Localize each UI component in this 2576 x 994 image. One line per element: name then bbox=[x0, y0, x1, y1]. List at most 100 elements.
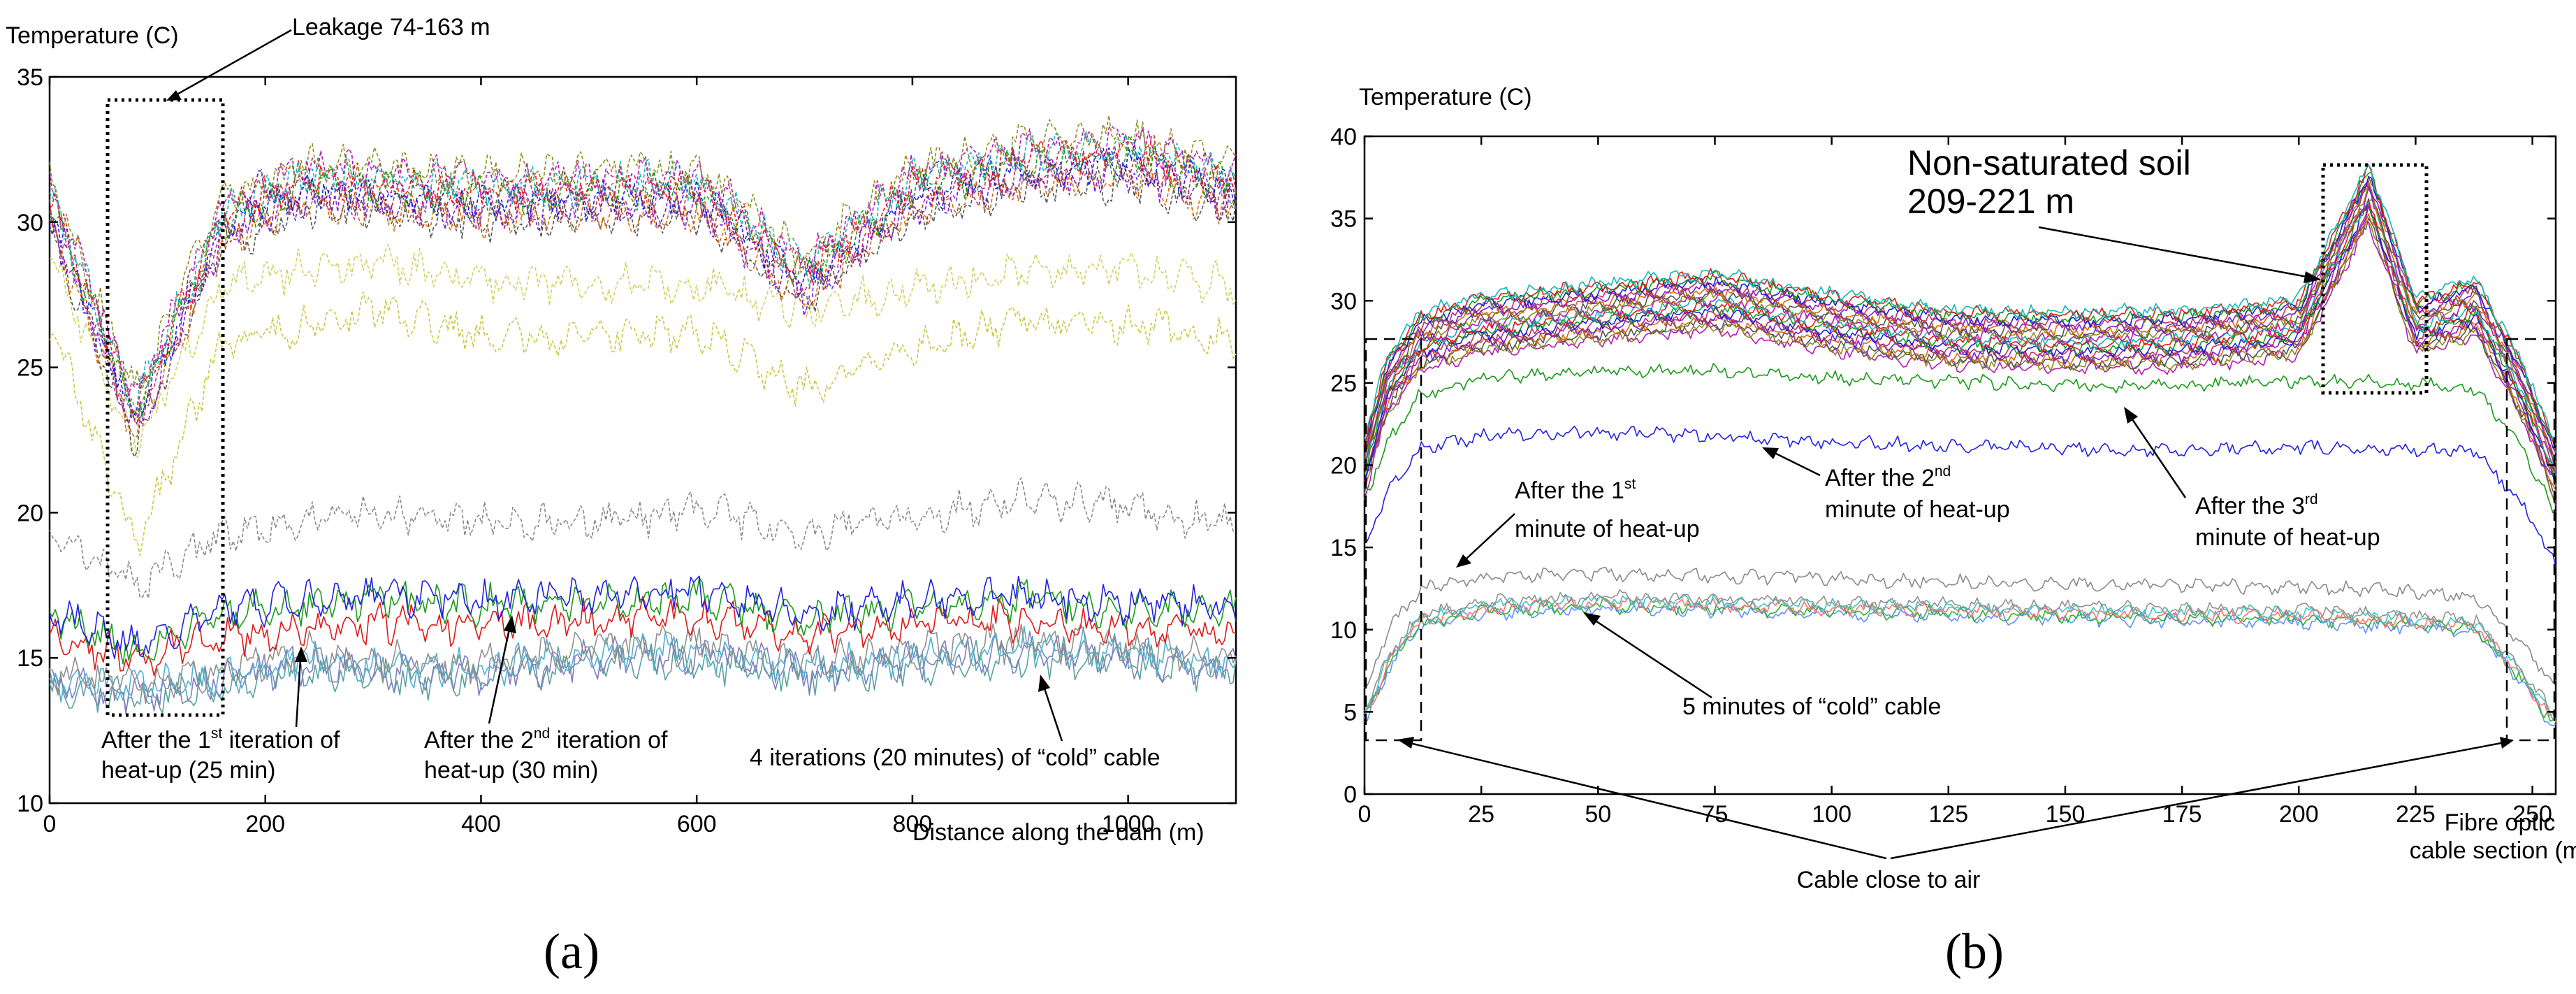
x-tick-label: 50 bbox=[1585, 801, 1611, 828]
series-line bbox=[49, 164, 1237, 458]
m3-arrowhead bbox=[2124, 407, 2138, 424]
caption-a: (a) bbox=[544, 923, 599, 979]
y-axis-a: 10 15 20 25 30 35 bbox=[17, 64, 1236, 817]
series-line bbox=[49, 477, 1237, 599]
series-group-a bbox=[49, 115, 1237, 714]
soil-arrow bbox=[2038, 226, 2308, 278]
series-line bbox=[1364, 425, 2556, 568]
m3-annotation-line2: minute of heat-up bbox=[2195, 524, 2380, 551]
series-line bbox=[1364, 181, 2556, 463]
x-tick-label: 200 bbox=[245, 811, 285, 837]
x-axis-label-b-line2: cable section (m) bbox=[2410, 837, 2576, 864]
caption-b: (b) bbox=[1945, 923, 2004, 979]
x-tick-label: 400 bbox=[461, 811, 501, 837]
cold-annotation-b: 5 minutes of “cold” cable bbox=[1682, 693, 1941, 720]
series-line bbox=[1364, 598, 2556, 722]
plot-frame-b bbox=[1363, 135, 2557, 795]
air-arrowhead-left bbox=[1397, 737, 1414, 749]
x-tick-label: 175 bbox=[2162, 801, 2202, 828]
y-tick-label: 30 bbox=[1330, 288, 1357, 315]
air-arrowhead-right bbox=[2500, 737, 2514, 749]
x-tick-label: 125 bbox=[1928, 801, 1968, 828]
series-line bbox=[49, 631, 1237, 714]
y-tick-label: 35 bbox=[1330, 206, 1357, 233]
iter1-annotation-line1: After the 1st iteration of bbox=[101, 726, 340, 754]
series-line bbox=[1364, 566, 2556, 689]
m2-arrow bbox=[1774, 452, 1821, 477]
m1-arrow bbox=[1465, 513, 1515, 560]
series-line bbox=[49, 162, 1237, 438]
soil-arrowhead bbox=[2304, 271, 2321, 283]
m2-arrowhead bbox=[1762, 447, 1779, 459]
air-annotation: Cable close to air bbox=[1797, 867, 1981, 893]
x-tick-label: 25 bbox=[1468, 801, 1494, 828]
series-line bbox=[49, 135, 1237, 419]
y-tick-label: 25 bbox=[1330, 370, 1357, 397]
series-line bbox=[49, 623, 1237, 705]
leakage-box bbox=[105, 98, 225, 717]
series-line bbox=[1364, 199, 2556, 477]
x-tick-label: 800 bbox=[893, 811, 933, 837]
series-group-b bbox=[1364, 164, 2556, 727]
x-axis-label-a: Distance along the dam (m) bbox=[912, 819, 1205, 846]
leakage-arrowhead bbox=[166, 90, 182, 101]
x-axis-a: 0 200 400 600 800 1000 bbox=[43, 77, 1154, 837]
air-box-left bbox=[1365, 338, 1422, 742]
y-tick-label: 15 bbox=[1330, 535, 1357, 561]
series-line bbox=[1364, 601, 2556, 727]
x-tick-label: 100 bbox=[1812, 801, 1851, 828]
cold-arrow-a bbox=[1043, 688, 1063, 742]
leakage-arrow bbox=[173, 29, 292, 98]
panel-a: 10 15 20 25 30 35 0 200 400 600 800 1000 Temperatu… bbox=[6, 14, 1237, 979]
series-line bbox=[1364, 164, 2556, 451]
iter2-arrow bbox=[488, 628, 511, 724]
y-tick-label: 15 bbox=[17, 645, 43, 672]
series-line bbox=[1364, 221, 2556, 506]
m1-annotation-line1: After the 1st bbox=[1515, 476, 1636, 504]
series-line bbox=[1364, 201, 2556, 488]
m1-annotation-line2: minute of heat-up bbox=[1515, 516, 1700, 542]
y-tick-label: 0 bbox=[1344, 781, 1357, 808]
series-line bbox=[1364, 217, 2556, 492]
x-axis-label-b-line1: Fibre optic bbox=[2445, 809, 2556, 836]
leakage-annotation: Leakage 74-163 m bbox=[292, 14, 490, 41]
series-line bbox=[1364, 363, 2556, 514]
y-tick-label: 30 bbox=[17, 210, 43, 236]
x-tick-label: 225 bbox=[2396, 801, 2436, 828]
x-tick-label: 600 bbox=[677, 811, 717, 837]
iter1-arrow bbox=[295, 658, 302, 728]
series-line bbox=[49, 130, 1237, 409]
y-axis-label-b: Temperature (C) bbox=[1359, 84, 1532, 110]
plot-frame-a bbox=[48, 75, 1237, 805]
series-line bbox=[1364, 164, 2556, 446]
series-line bbox=[49, 115, 1237, 389]
y-tick-label: 25 bbox=[17, 355, 43, 382]
y-tick-label: 10 bbox=[17, 791, 43, 817]
series-line bbox=[49, 147, 1237, 427]
y-tick-label: 10 bbox=[1330, 617, 1357, 644]
iter2-annotation-line1: After the 2nd iteration of bbox=[424, 726, 668, 754]
m3-annotation-line1: After the 3rd bbox=[2195, 491, 2318, 519]
y-tick-label: 5 bbox=[1344, 699, 1357, 726]
x-tick-label: 250 bbox=[2512, 801, 2552, 828]
m2-annotation-line2: minute of heat-up bbox=[1825, 496, 2010, 523]
cold-arrowhead-a bbox=[1038, 675, 1050, 692]
iter1-annotation-line2: heat-up (25 min) bbox=[101, 757, 275, 784]
x-tick-label: 0 bbox=[43, 811, 57, 837]
series-line bbox=[1364, 594, 2556, 721]
series-line bbox=[1364, 176, 2556, 454]
iter2-arrowhead bbox=[504, 615, 516, 633]
series-line bbox=[49, 125, 1237, 397]
x-tick-label: 200 bbox=[2279, 801, 2319, 828]
cold-annotation-a: 4 iterations (20 minutes) of “cold” cabl… bbox=[750, 744, 1160, 771]
iter1-arrowhead bbox=[295, 647, 307, 662]
y-tick-label: 40 bbox=[1330, 124, 1357, 150]
y-tick-label: 20 bbox=[17, 500, 43, 526]
air-arrow-left bbox=[1409, 742, 1887, 860]
series-line bbox=[49, 151, 1237, 426]
soil-annotation-line2: 209-221 m bbox=[1907, 182, 2074, 221]
x-tick-label: 0 bbox=[1358, 801, 1371, 828]
series-line bbox=[1364, 589, 2556, 723]
soil-annotation-line1: Non-saturated soil bbox=[1907, 143, 2191, 182]
series-line bbox=[49, 243, 1237, 459]
